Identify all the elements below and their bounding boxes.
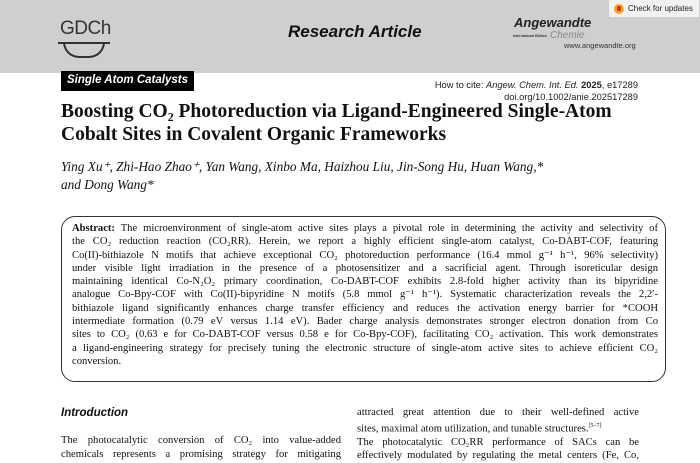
abstract-line: maintaining identical Co-N₂O₂ primary co… <box>72 276 658 288</box>
journal-logo-sub: Chemie <box>550 30 585 41</box>
category-tag: Single Atom Catalysts <box>61 71 194 91</box>
reference-link[interactable]: [5–7] <box>588 422 602 429</box>
article-title: Boosting CO₂ Photoreduction via Ligand-E… <box>61 101 612 145</box>
body-line: attracted great attention due to their w… <box>357 407 639 418</box>
cite-journal: Angew. Chem. Int. Ed. <box>486 80 579 90</box>
gdch-logo: GDCh <box>60 18 111 39</box>
intro-right-column: attracted great attention due to their w… <box>357 406 639 463</box>
abstract-line: intermediate formation (0.79 eV versus 1… <box>72 316 658 328</box>
section-label: Research Article <box>288 22 422 41</box>
abstract-text: Abstract: The microenvironment of single… <box>72 222 658 368</box>
body-line: The photocatalytic conversion of CO₂ int… <box>61 435 341 446</box>
cite-year: 2025 <box>581 80 602 90</box>
abstract-line: a ligand-engineering strategy for precis… <box>72 342 658 354</box>
abstract-line: sites to CO₂ (0.63 e for Co-DABT-COF ver… <box>72 329 658 341</box>
journal-header-band <box>0 0 700 73</box>
citation: How to cite: Angew. Chem. Int. Ed. 2025,… <box>435 79 638 103</box>
authors-line: Ying Xu⁺, Zhi-Hao Zhao⁺, Yan Wang, Xinbo… <box>61 159 544 174</box>
abstract-line: Abstract: The microenvironment of single… <box>72 222 658 235</box>
introduction-heading: Introduction <box>61 407 129 419</box>
intro-left-column: The photocatalytic conversion of CO₂ int… <box>61 434 341 461</box>
authors-line: and Dong Wang* <box>61 177 154 192</box>
crossmark-icon <box>614 3 624 14</box>
abstract-line: Co(II)-bithiazole N motifs that achieve … <box>72 249 658 261</box>
author-list: Ying Xu⁺, Zhi-Hao Zhao⁺, Yan Wang, Xinbo… <box>61 158 651 194</box>
abstract-line-text: The microenvironment of single-atom acti… <box>114 223 658 234</box>
abstract-line: the CO₂ reduction reaction (CO₂RR). Here… <box>72 236 658 248</box>
body-line: sites, maximal atom utilization, and tun… <box>357 420 639 436</box>
abstract-line: conversion. <box>72 355 122 367</box>
body-line: The photocatalytic CO₂RR performance of … <box>357 436 639 448</box>
cite-article: , e17289 <box>601 80 638 90</box>
journal-logo: Angewandte <box>514 15 592 30</box>
abstract-line: under visible light irradiation in the p… <box>72 262 658 274</box>
body-line: effectively modulated by regulating the … <box>357 450 639 462</box>
check-for-updates-button[interactable]: Check for updates <box>608 0 700 18</box>
check-for-updates-label: Check for updates <box>628 4 693 13</box>
abstract-line: bithiazole ligand significantly enhances… <box>72 302 658 314</box>
journal-logo-edition: International Edition <box>513 34 547 38</box>
body-line-text: sites, maximal atom utilization, and tun… <box>357 423 589 435</box>
abstract-box <box>61 216 666 382</box>
cite-prefix: How to cite: <box>434 80 486 90</box>
abstract-line: analogue Co-Bpy-COF with Co(II)-bipyridi… <box>72 289 658 301</box>
body-line: chemicals represents a promising strateg… <box>61 448 341 460</box>
doi-link[interactable]: doi.org/10.1002/anie.202517289 <box>504 92 638 102</box>
journal-url[interactable]: www.angewandte.org <box>564 41 636 50</box>
abstract-label: Abstract: <box>72 223 115 234</box>
